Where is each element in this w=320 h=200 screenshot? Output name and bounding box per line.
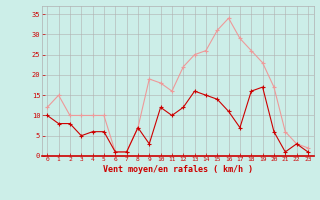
X-axis label: Vent moyen/en rafales ( km/h ): Vent moyen/en rafales ( km/h ) — [103, 165, 252, 174]
